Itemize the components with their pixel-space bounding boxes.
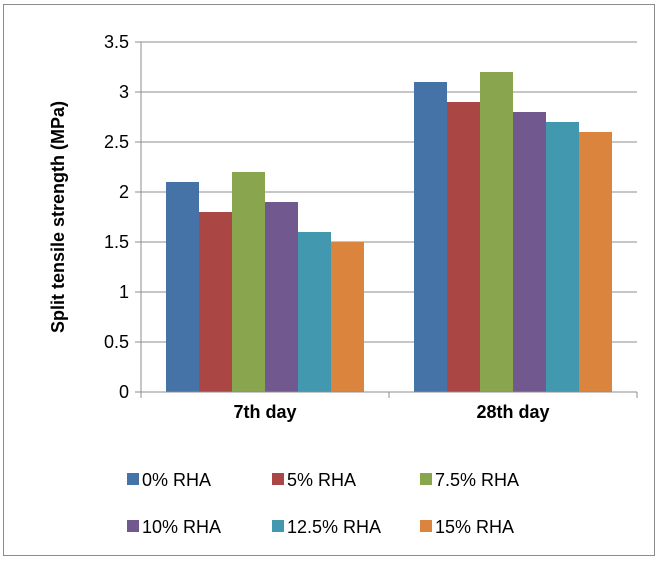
bar-5-rha-7th-day [199, 212, 232, 392]
bar-7-5-rha-28th-day [480, 72, 513, 392]
bar-10-rha-28th-day [513, 112, 546, 392]
bar-15-rha-28th-day [579, 132, 612, 392]
legend-label-10-rha: 10% RHA [142, 517, 221, 537]
y-tick-label: 1 [119, 282, 129, 302]
bars [166, 72, 612, 392]
y-tick-label: 1.5 [104, 232, 129, 252]
bar-10-rha-7th-day [265, 202, 298, 392]
x-category-label: 28th day [476, 402, 549, 422]
legend-swatch-7-5-rha [420, 473, 432, 485]
legend-label-15-rha: 15% RHA [435, 517, 514, 537]
bar-chart: 0 0.5 1 1.5 2 2.5 3 3.5 7th day 28th day Split t… [48, 32, 638, 537]
legend-label-0-rha: 0% RHA [142, 470, 211, 490]
y-tick-label: 0.5 [104, 332, 129, 352]
bar-0-rha-7th-day [166, 182, 199, 392]
legend-label-5-rha: 5% RHA [287, 470, 356, 490]
y-tick-label: 2.5 [104, 132, 129, 152]
bar-0-rha-28th-day [414, 82, 447, 392]
bar-5-rha-28th-day [447, 102, 480, 392]
chart-frame: 0 0.5 1 1.5 2 2.5 3 3.5 7th day 28th day Split t… [3, 4, 655, 556]
axes [140, 42, 638, 398]
x-category-labels: 7th day 28th day [233, 402, 549, 422]
legend-swatch-5-rha [272, 473, 284, 485]
y-tick-label: 2 [119, 182, 129, 202]
legend-swatch-15-rha [420, 520, 432, 532]
legend-swatch-10-rha [127, 520, 139, 532]
legend: 0% RHA 5% RHA 7.5% RHA 10% RHA 12.5% RHA 15% … [127, 470, 519, 537]
legend-label-7-5-rha: 7.5% RHA [435, 470, 519, 490]
x-category-label: 7th day [233, 402, 296, 422]
y-axis-title: Split tensile strength (MPa) [48, 101, 68, 333]
bar-12-5-rha-28th-day [546, 122, 579, 392]
legend-swatch-12-5-rha [272, 520, 284, 532]
bar-7-5-rha-7th-day [232, 172, 265, 392]
legend-swatch-0-rha [127, 473, 139, 485]
y-tick-label: 3.5 [104, 32, 129, 52]
bar-15-rha-7th-day [331, 242, 364, 392]
y-tick-label: 3 [119, 82, 129, 102]
y-tick-labels: 0 0.5 1 1.5 2 2.5 3 3.5 [104, 32, 129, 402]
y-tick-label: 0 [119, 382, 129, 402]
legend-label-12-5-rha: 12.5% RHA [287, 517, 381, 537]
bar-12-5-rha-7th-day [298, 232, 331, 392]
